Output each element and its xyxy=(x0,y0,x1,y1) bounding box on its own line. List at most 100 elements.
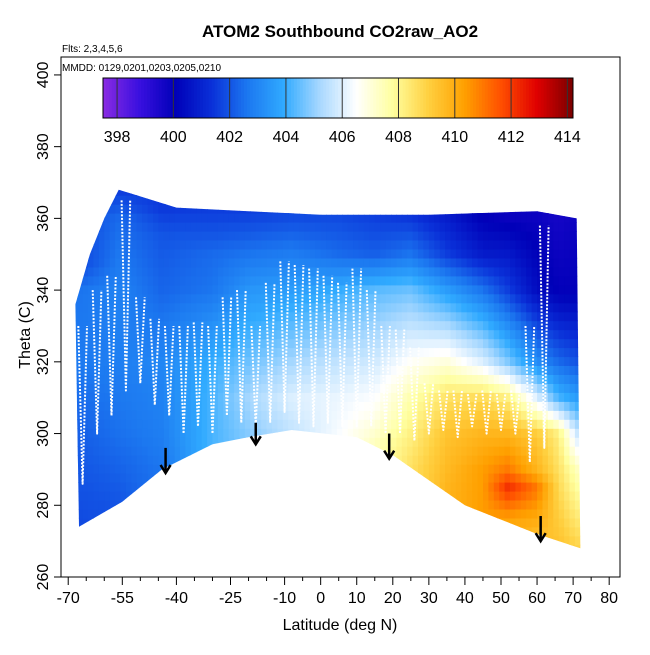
heat-cell xyxy=(363,428,370,438)
heat-cell xyxy=(412,535,419,546)
heat-cell xyxy=(169,204,176,214)
heat-cell xyxy=(510,464,516,474)
heat-cell xyxy=(347,535,354,546)
heat-cell xyxy=(520,517,527,528)
heat-cell xyxy=(115,554,121,564)
heat-cell xyxy=(326,311,333,322)
heat-cell xyxy=(120,275,127,286)
heat-cell xyxy=(125,437,132,447)
heat-cell xyxy=(239,284,246,295)
heat-cell xyxy=(380,473,387,483)
heat-cell xyxy=(488,248,495,259)
colorbar-segment xyxy=(564,78,568,118)
heat-cell xyxy=(266,508,273,519)
heat-cell xyxy=(212,437,219,447)
heat-cell xyxy=(180,222,186,232)
heat-cell xyxy=(223,410,230,420)
heat-cell xyxy=(98,490,105,501)
heat-cell xyxy=(82,437,89,447)
heat-cell xyxy=(477,204,484,214)
heat-cell xyxy=(158,275,165,286)
heat-cell xyxy=(169,383,176,393)
colorbar-tick-label: 408 xyxy=(385,129,412,146)
heat-cell xyxy=(504,338,511,349)
heat-cell xyxy=(363,329,370,340)
heat-cell xyxy=(77,311,84,322)
colorbar-segment xyxy=(335,78,339,118)
heat-cell xyxy=(136,222,143,232)
heat-cell xyxy=(266,189,273,196)
heat-cell xyxy=(569,311,576,322)
heat-cell xyxy=(234,177,240,187)
heat-cell xyxy=(212,508,219,519)
heat-cell xyxy=(439,508,446,519)
heat-cell xyxy=(483,526,489,537)
heat-cell xyxy=(234,446,241,456)
heat-cell xyxy=(450,311,457,322)
heat-cell xyxy=(315,437,322,447)
heat-cell xyxy=(77,338,84,349)
heat-cell xyxy=(169,482,176,492)
heat-cell xyxy=(190,266,197,277)
heat-cell xyxy=(217,275,224,286)
heat-cell xyxy=(239,526,246,537)
heat-cell xyxy=(288,508,295,519)
heat-cell xyxy=(217,419,224,429)
heat-cell xyxy=(499,266,506,277)
heat-cell xyxy=(450,383,457,393)
heat-cell xyxy=(153,419,159,429)
heat-cell xyxy=(504,544,511,549)
heat-cell xyxy=(358,275,365,286)
heat-cell xyxy=(499,490,506,501)
colorbar-segment xyxy=(558,78,562,118)
heat-cell xyxy=(574,311,581,322)
heat-cell xyxy=(374,257,381,268)
heat-cell xyxy=(88,347,94,358)
heat-cell xyxy=(439,374,446,384)
heat-cell xyxy=(104,490,111,501)
heat-cell xyxy=(396,338,403,349)
heat-cell xyxy=(483,195,489,205)
heat-cell xyxy=(185,428,192,438)
heat-cell xyxy=(255,535,262,546)
heat-cell xyxy=(418,266,424,277)
colorbar-segment xyxy=(308,78,312,118)
heat-cell xyxy=(239,508,246,519)
heat-cell xyxy=(553,356,560,366)
heat-cell xyxy=(288,419,295,429)
heat-cell xyxy=(288,222,295,232)
heat-cell xyxy=(239,257,246,268)
heat-cell xyxy=(131,392,138,402)
heat-cell xyxy=(109,499,116,510)
heat-cell xyxy=(499,177,505,187)
heat-cell xyxy=(380,266,387,277)
heat-cell xyxy=(125,365,132,375)
heat-cell xyxy=(499,410,506,420)
heat-cell xyxy=(574,204,581,214)
heat-cell xyxy=(75,311,78,322)
heat-cell xyxy=(423,177,429,187)
heat-cell xyxy=(407,374,414,384)
heat-cell xyxy=(261,230,268,241)
colorbar-segment xyxy=(502,78,506,118)
flight-profile xyxy=(91,290,103,435)
heat-cell xyxy=(255,508,262,519)
colorbar-segment xyxy=(255,78,260,118)
heat-cell xyxy=(369,347,376,358)
heat-cell xyxy=(153,517,159,528)
heat-cell xyxy=(369,482,376,492)
heat-cell xyxy=(272,464,278,474)
heat-cell xyxy=(483,455,489,465)
heat-cell xyxy=(493,392,500,402)
heat-cell xyxy=(455,383,462,393)
heat-cell xyxy=(288,374,295,384)
heat-cell xyxy=(315,401,322,411)
heat-cell xyxy=(488,189,495,196)
heat-cell xyxy=(520,499,527,510)
heat-cell xyxy=(201,482,208,492)
heat-cell xyxy=(553,383,560,393)
heat-cell xyxy=(293,266,300,277)
heat-cell xyxy=(385,410,392,420)
heat-cell xyxy=(493,526,500,537)
heat-cell xyxy=(272,230,278,241)
